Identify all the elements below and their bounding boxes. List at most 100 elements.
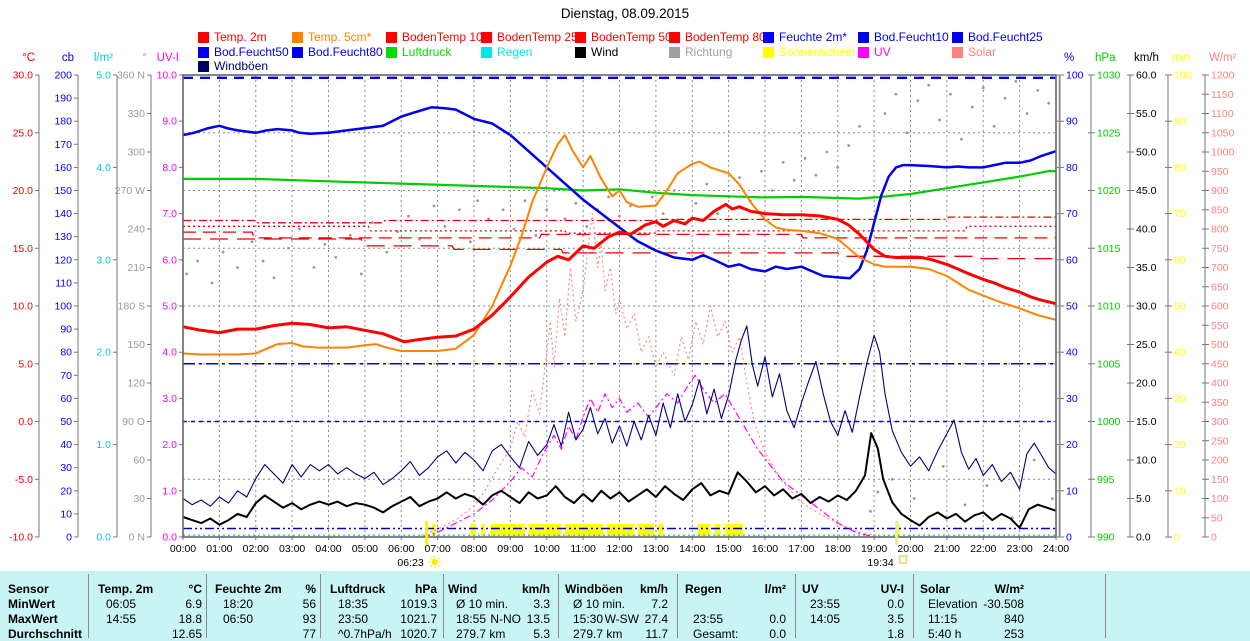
svg-text:1030: 1030: [1097, 70, 1121, 82]
table-cell: 1019.3: [400, 597, 437, 611]
table-divider: [320, 574, 321, 638]
table-cell: 14:05: [810, 612, 841, 626]
svg-text:40: 40: [1066, 347, 1078, 359]
svg-text:330: 330: [127, 108, 145, 120]
legend-label: Temp. 5cm*: [308, 30, 372, 44]
table-cell: 56: [302, 597, 316, 611]
legend-item: Windböen: [198, 60, 268, 72]
svg-text:19:34: 19:34: [867, 557, 893, 569]
svg-text:06:00: 06:00: [388, 543, 414, 555]
series-bodentemp80: [183, 238, 1056, 260]
table-cell: Gesamt:: [693, 627, 739, 641]
svg-text:150: 150: [1211, 474, 1229, 486]
svg-text:240: 240: [127, 224, 145, 236]
svg-text:60: 60: [60, 393, 72, 405]
svg-text:130: 130: [54, 231, 72, 243]
legend-label: Wind: [591, 45, 619, 59]
legend-swatch-icon: [858, 31, 869, 43]
svg-text:90: 90: [1174, 116, 1186, 128]
svg-text:15:00: 15:00: [715, 543, 741, 555]
svg-text:950: 950: [1211, 166, 1229, 178]
svg-text:12:00: 12:00: [606, 543, 632, 555]
table-cell: 3.3: [533, 597, 550, 611]
axis-deg: 360 N 330 300 270 W 240 210 180 S 150 120 90 O 60 3…: [115, 52, 152, 544]
table-cell: 06:50: [223, 612, 254, 626]
svg-text:200: 200: [1211, 455, 1229, 467]
svg-text:80: 80: [1066, 162, 1078, 174]
svg-text:20.0: 20.0: [1136, 378, 1157, 390]
legend-item: Luftdruck: [386, 46, 451, 58]
legend-label: BodenTemp 50: [591, 30, 672, 44]
svg-text:7.0: 7.0: [162, 208, 177, 220]
svg-text:24:00: 24:00: [1043, 543, 1069, 555]
table-header: Windböen: [565, 582, 623, 596]
svg-text:500: 500: [1211, 339, 1229, 351]
svg-text:50.0: 50.0: [1136, 147, 1157, 159]
svg-text:70: 70: [1174, 208, 1186, 220]
stats-table: Sensor MinWert MaxWert Durchschnitt Temp. 2m…: [0, 571, 1250, 641]
legend-label: Bod.Feucht80: [308, 45, 383, 59]
table-cell: 14:55: [106, 612, 137, 626]
svg-text:40: 40: [1174, 347, 1186, 359]
legend-item: Bod.Feucht80: [292, 46, 383, 58]
svg-text:21:00: 21:00: [934, 543, 960, 555]
svg-text:60: 60: [1066, 254, 1078, 266]
table-cell: 15:30: [573, 612, 604, 626]
axis-wm2: 1200115011001050100095090085080075070065…: [1202, 52, 1237, 544]
svg-text:100: 100: [1066, 70, 1084, 82]
table-cell: 279.7 km: [456, 627, 506, 641]
legend-swatch-icon: [858, 46, 869, 58]
table-cell: 1021.7: [400, 612, 437, 626]
legend-swatch-icon: [481, 31, 492, 43]
svg-text:80: 80: [1174, 162, 1186, 174]
table-header-unit: UV-I: [880, 582, 904, 596]
chart-title: Dienstag, 08.09.2015: [560, 6, 690, 21]
svg-text:200: 200: [54, 70, 72, 82]
table-header: Luftdruck: [330, 582, 386, 596]
svg-text:02:00: 02:00: [243, 543, 269, 555]
table-cell: 11.7: [645, 627, 668, 641]
svg-text:90: 90: [60, 324, 72, 336]
legend-label: Bod.Feucht50: [214, 45, 289, 59]
svg-text:20.0: 20.0: [13, 185, 34, 197]
svg-text:0.0: 0.0: [96, 532, 111, 544]
svg-text:90 O: 90 O: [122, 416, 145, 428]
axis-header-uvi: UV-I: [157, 52, 179, 64]
svg-text:1.0: 1.0: [96, 439, 111, 451]
legend-swatch-icon: [669, 46, 680, 58]
svg-text:450: 450: [1211, 358, 1229, 370]
svg-text:100: 100: [1174, 70, 1192, 82]
table-cell: 23:50: [338, 612, 369, 626]
svg-text:35.0: 35.0: [1136, 262, 1157, 274]
svg-text:600: 600: [1211, 301, 1229, 313]
table-cell: 0.0: [769, 612, 786, 626]
svg-text:09:00: 09:00: [497, 543, 523, 555]
table-cell: 5.3: [533, 627, 550, 641]
series-solar: [415, 213, 886, 538]
table-cell: 93: [302, 612, 316, 626]
legend-item: Temp. 2m: [198, 31, 267, 43]
table-cell: Ø 10 min.: [573, 597, 626, 611]
table-header-unit: %: [305, 582, 316, 596]
svg-text:20: 20: [1174, 439, 1186, 451]
table-cell: 06:05: [106, 597, 137, 611]
series-temp5cm: [182, 134, 1057, 356]
svg-text:1000: 1000: [1211, 147, 1235, 159]
svg-text:110: 110: [55, 277, 72, 289]
svg-text:1005: 1005: [1097, 358, 1121, 370]
table-divider: [88, 574, 89, 638]
table-divider: [913, 574, 914, 638]
table-cell: 23:55: [810, 597, 841, 611]
svg-text:5.0: 5.0: [162, 301, 177, 313]
svg-text:20: 20: [1066, 439, 1078, 451]
legend-swatch-icon: [386, 31, 397, 43]
svg-text:15.0: 15.0: [1136, 416, 1157, 428]
table-cell: 5:40 h: [928, 627, 962, 641]
table-divider: [206, 574, 207, 638]
svg-text:11:00: 11:00: [570, 543, 596, 555]
legend-swatch-icon: [763, 31, 774, 43]
svg-text:19:00: 19:00: [861, 543, 887, 555]
svg-text:10: 10: [60, 508, 72, 520]
legend-item: Bod.Feucht25: [952, 31, 1043, 43]
table-cell: 12.65: [171, 627, 202, 641]
